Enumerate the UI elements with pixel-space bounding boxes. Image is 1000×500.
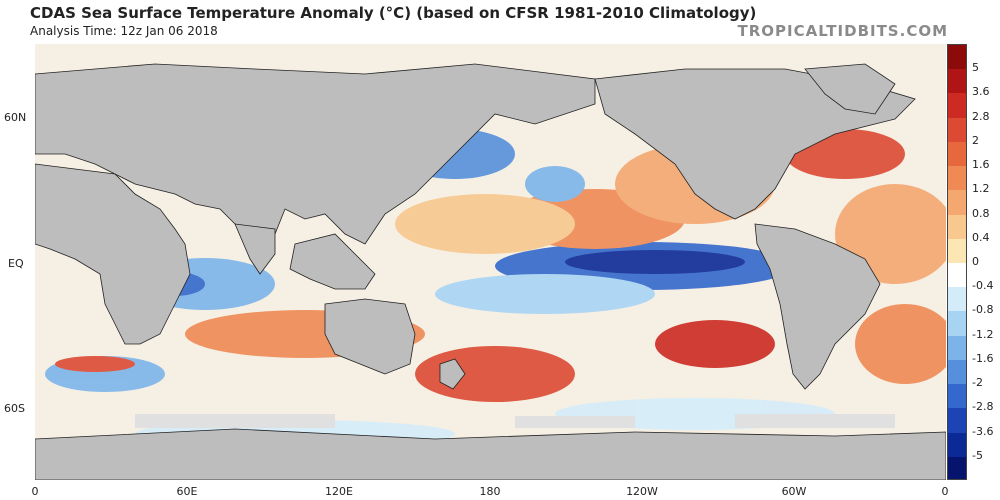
colorbar-tick-label: -0.8 xyxy=(972,303,994,317)
south-america xyxy=(754,223,881,390)
antarctica xyxy=(35,428,946,480)
brand-watermark: TROPICALTIDBITS.COM xyxy=(737,22,948,40)
colorbar-tick-label: 1.2 xyxy=(972,182,990,196)
colorbar-band xyxy=(948,69,966,94)
greenland xyxy=(804,63,896,115)
colorbar-tick-label: -0.4 xyxy=(972,279,994,293)
colorbar-band xyxy=(948,456,966,479)
colorbar-tick-label: 0.8 xyxy=(972,206,990,220)
colorbar-band xyxy=(948,287,966,312)
lon-label-60e: 60E xyxy=(176,485,198,498)
colorbar-band xyxy=(948,214,966,239)
lon-label-120w: 120W xyxy=(626,485,658,498)
colorbar-tick-label: 2.8 xyxy=(972,109,990,123)
colorbar-tick-label: -2 xyxy=(972,376,983,390)
lat-label-60n: 60N xyxy=(4,111,27,124)
lon-label-60w: 60W xyxy=(781,485,807,498)
colorbar-band xyxy=(948,359,966,385)
colorbar-band xyxy=(948,262,966,288)
lat-label-60s: 60S xyxy=(4,402,25,415)
colorbar-tick-label: -5 xyxy=(972,448,983,462)
lon-label-0: 0 xyxy=(31,485,39,498)
land xyxy=(35,63,946,480)
colorbar-band xyxy=(948,93,966,118)
colorbar-band xyxy=(948,408,966,433)
lon-label-0-right: 0 xyxy=(941,485,949,498)
colorbar-tick-label: 1.6 xyxy=(972,158,990,172)
colorbar-tick-label: 2 xyxy=(972,133,979,147)
south-pacific-warm-anomaly xyxy=(655,320,775,368)
africa xyxy=(35,163,191,345)
colorbar xyxy=(947,44,967,480)
colorbar-band xyxy=(948,384,966,409)
colorbar-band xyxy=(948,117,966,142)
colorbar-band xyxy=(948,166,966,191)
lat-label-eq: EQ xyxy=(8,257,24,270)
new-zealand xyxy=(439,358,466,390)
colorbar-tick-label: -2.8 xyxy=(972,400,994,414)
colorbar-band xyxy=(948,238,966,263)
chart-title: CDAS Sea Surface Temperature Anomaly (°C… xyxy=(30,4,757,22)
sea-ice xyxy=(135,414,895,428)
colorbar-tick-label: -1.6 xyxy=(972,351,994,365)
europe-asia-landmass xyxy=(35,63,596,245)
colorbar-band xyxy=(948,141,966,167)
colorbar-tick-label: -3.6 xyxy=(972,424,994,438)
lon-label-180: 180 xyxy=(479,485,501,498)
colorbar-tick-label: 0 xyxy=(972,255,979,268)
colorbar-band xyxy=(948,432,966,457)
colorbar-tick-label: -1.2 xyxy=(972,327,994,341)
colorbar-tick-label: 0.4 xyxy=(972,230,990,244)
analysis-time: Analysis Time: 12z Jan 06 2018 xyxy=(30,24,218,38)
colorbar-tick-label: 5 xyxy=(972,61,979,75)
colorbar-band xyxy=(948,190,966,215)
australia xyxy=(324,298,416,375)
colorbar-band xyxy=(948,311,966,336)
india xyxy=(234,223,276,275)
colorbar-band xyxy=(948,335,966,360)
sst-anomaly-map xyxy=(35,44,946,480)
colorbar-tick-label: 3.6 xyxy=(972,85,990,99)
colorbar-band xyxy=(948,45,966,70)
lon-label-120e: 120E xyxy=(325,485,353,498)
southeast-asia-islands xyxy=(289,233,376,290)
